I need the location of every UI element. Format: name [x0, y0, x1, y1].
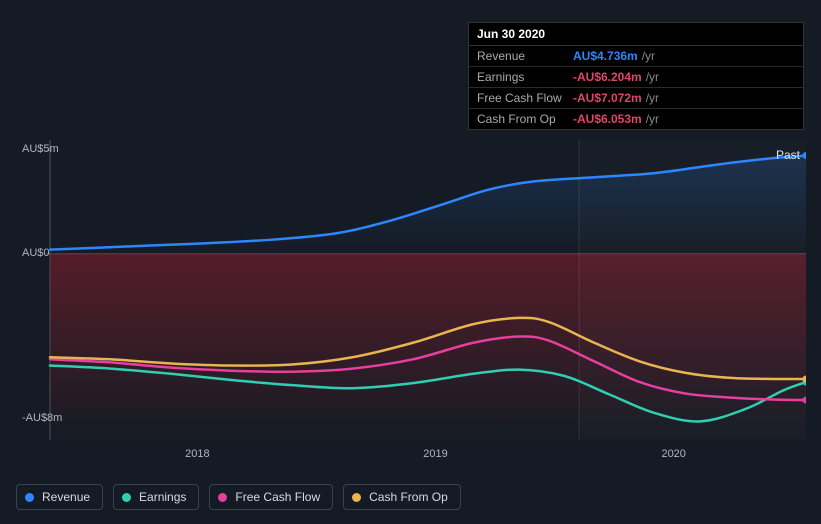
tooltip-row: RevenueAU$4.736m/yr: [469, 46, 803, 67]
legend-label: Earnings: [139, 490, 186, 504]
legend-dot-icon: [122, 493, 131, 502]
tooltip-row: Free Cash Flow-AU$7.072m/yr: [469, 88, 803, 109]
tooltip-row-label: Earnings: [477, 70, 573, 84]
legend-item[interactable]: Cash From Op: [343, 484, 461, 510]
tooltip-date: Jun 30 2020: [469, 23, 803, 46]
chart-canvas: [16, 120, 806, 460]
y-axis-label: -AU$8m: [22, 412, 62, 424]
y-axis-label: AU$0: [22, 247, 50, 259]
financial-chart: AU$5m AU$0 -AU$8m 2018 2019 2020 Past: [16, 120, 806, 470]
tooltip-row-label: Free Cash Flow: [477, 91, 573, 105]
legend-item[interactable]: Earnings: [113, 484, 199, 510]
tooltip-row-value: -AU$6.204m: [573, 70, 642, 84]
legend-label: Cash From Op: [369, 490, 448, 504]
tooltip-row-unit: /yr: [646, 70, 659, 84]
x-axis-label: 2018: [185, 448, 209, 460]
tooltip-row: Cash From Op-AU$6.053m/yr: [469, 109, 803, 129]
legend-item[interactable]: Revenue: [16, 484, 103, 510]
tooltip-row-unit: /yr: [646, 91, 659, 105]
tooltip-row-unit: /yr: [646, 112, 659, 126]
tooltip-row-value: -AU$7.072m: [573, 91, 642, 105]
tooltip-row-value: AU$4.736m: [573, 49, 638, 63]
legend-item[interactable]: Free Cash Flow: [209, 484, 333, 510]
legend-dot-icon: [25, 493, 34, 502]
tooltip-row-value: -AU$6.053m: [573, 112, 642, 126]
x-axis-label: 2020: [661, 448, 685, 460]
tooltip-row-label: Cash From Op: [477, 112, 573, 126]
legend-dot-icon: [352, 493, 361, 502]
legend-dot-icon: [218, 493, 227, 502]
x-axis-label: 2019: [423, 448, 447, 460]
chart-tooltip: Jun 30 2020 RevenueAU$4.736m/yrEarnings-…: [468, 22, 804, 130]
past-label: Past: [776, 148, 800, 162]
y-axis-label: AU$5m: [22, 143, 59, 155]
legend-label: Revenue: [42, 490, 90, 504]
legend-label: Free Cash Flow: [235, 490, 320, 504]
chart-legend: Revenue Earnings Free Cash Flow Cash From O…: [16, 484, 461, 510]
tooltip-row-label: Revenue: [477, 49, 573, 63]
tooltip-row: Earnings-AU$6.204m/yr: [469, 67, 803, 88]
tooltip-row-unit: /yr: [642, 49, 655, 63]
